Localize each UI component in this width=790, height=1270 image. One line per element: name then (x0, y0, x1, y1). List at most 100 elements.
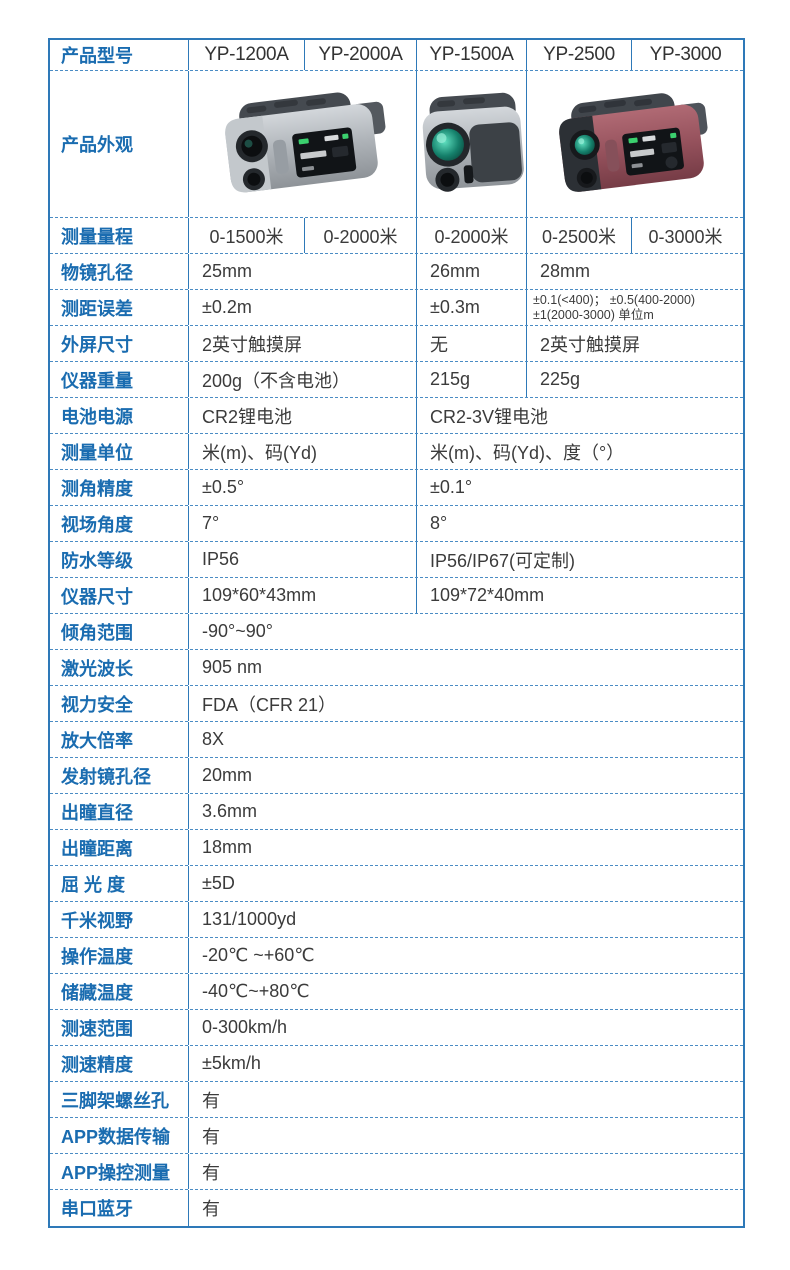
model-yp-3000: YP-3000 (631, 40, 739, 70)
spec-row-label: APP操控测量 (61, 1162, 171, 1183)
spec-value: 200g（不含电池） (188, 362, 416, 397)
spec-value: 8° (416, 506, 739, 541)
rangefinder-silver-front-image (422, 92, 524, 192)
spec-row: 操作温度 -20℃ ~+60℃ (50, 938, 743, 974)
spec-value: ±0.3m (416, 290, 526, 325)
spec-value: 8X (188, 722, 739, 757)
spec-table: 产品型号 YP-1200A YP-2000A YP-1500A YP-2500 … (48, 38, 745, 1228)
spec-value: 米(m)、码(Yd) (188, 434, 416, 469)
spec-value: 有 (188, 1190, 739, 1226)
spec-row-label: 出瞳距离 (61, 838, 133, 859)
spec-row: 串口蓝牙 有 (50, 1190, 743, 1226)
spec-row-label: 放大倍率 (61, 730, 133, 751)
spec-value: 0-2500米 (526, 218, 631, 253)
spec-value: 有 (188, 1118, 739, 1153)
spec-row-label: 操作温度 (61, 946, 133, 967)
spec-value: ±0.5° (188, 470, 416, 505)
spec-row-label: 储藏温度 (61, 982, 133, 1003)
spec-row-label: 电池电源 (61, 406, 133, 427)
spec-row-label: 屈 光 度 (61, 874, 126, 895)
spec-value: IP56/IP67(可定制) (416, 542, 739, 577)
spec-row-label: 测速精度 (61, 1054, 133, 1075)
spec-row: 储藏温度 -40℃~+80℃ (50, 974, 743, 1010)
spec-value: 28mm (526, 254, 739, 289)
spec-value: 0-300km/h (188, 1010, 739, 1045)
appearance-label: 产品外观 (61, 135, 133, 155)
appearance-row: 产品外观 (50, 71, 743, 218)
spec-row: 物镜孔径 25mm 26mm 28mm (50, 254, 743, 290)
spec-rows-container: 测量量程 0-1500米 0-2000米 0-2000米 0-2500米 0-3000米物… (50, 218, 743, 1226)
spec-row: 三脚架螺丝孔有 (50, 1082, 743, 1118)
spec-row-label: 串口蓝牙 (61, 1199, 133, 1219)
spec-value: 215g (416, 362, 526, 397)
spec-row: 测速范围 0-300km/h (50, 1010, 743, 1046)
spec-row-label: 测距误差 (61, 298, 133, 319)
spec-value: 0-3000米 (631, 218, 739, 253)
spec-row: 屈 光 度 ±5D (50, 866, 743, 902)
spec-value: 18mm (188, 830, 739, 865)
spec-value: IP56 (188, 542, 416, 577)
spec-value: ±0.1° (416, 470, 739, 505)
spec-value: 25mm (188, 254, 416, 289)
spec-value: FDA（CFR 21） (188, 686, 739, 721)
spec-row-label: 测量单位 (61, 442, 133, 463)
spec-value: 109*60*43mm (188, 578, 416, 613)
spec-row-label: 测速范围 (61, 1018, 133, 1039)
spec-row: 仪器重量 200g（不含电池） 215g 225g (50, 362, 743, 398)
spec-row-label: 视场角度 (61, 514, 133, 535)
rangefinder-red-angled-image (559, 93, 708, 192)
spec-value: 225g (526, 362, 739, 397)
spec-row-label: 出瞳直径 (61, 802, 133, 823)
spec-row: APP操控测量有 (50, 1154, 743, 1190)
spec-value: 109*72*40mm (416, 578, 739, 613)
spec-row: 倾角范围 -90°~90° (50, 614, 743, 650)
model-yp-1500a: YP-1500A (416, 40, 526, 70)
spec-row: 激光波长 905 nm (50, 650, 743, 686)
header-row: 产品型号 YP-1200A YP-2000A YP-1500A YP-2500 … (50, 40, 743, 71)
spec-row-label: 视力安全 (61, 694, 133, 715)
spec-value: 905 nm (188, 650, 739, 685)
spec-row: 测速精度 ±5km/h (50, 1046, 743, 1082)
spec-value: 2英寸触摸屏 (188, 326, 416, 361)
spec-value: 20mm (188, 758, 739, 793)
spec-row: 放大倍率 8X (50, 722, 743, 758)
spec-row: 测角精度 ±0.5° ±0.1° (50, 470, 743, 506)
spec-row-label: 测量量程 (61, 226, 133, 247)
spec-value: -90°~90° (188, 614, 739, 649)
spec-value: 26mm (416, 254, 526, 289)
spec-value: -20℃ ~+60℃ (188, 938, 739, 973)
appearance-cell-yp1500a (416, 71, 526, 217)
spec-value: ±0.2m (188, 290, 416, 325)
spec-row: 防水等级 IP56 IP56/IP67(可定制) (50, 542, 743, 578)
spec-row: 测量单位 米(m)、码(Yd) 米(m)、码(Yd)、度（°） (50, 434, 743, 470)
spec-value: -40℃~+80℃ (188, 974, 739, 1009)
spec-row-label: 外屏尺寸 (61, 334, 133, 355)
spec-row: 外屏尺寸 2英寸触摸屏无 2英寸触摸屏 (50, 326, 743, 362)
spec-row-label: 三脚架螺丝孔 (61, 1090, 169, 1111)
spec-row-label: 测角精度 (61, 478, 133, 499)
spec-row: 视力安全 FDA（CFR 21） (50, 686, 743, 722)
spec-row: 测量量程 0-1500米 0-2000米 0-2000米 0-2500米 0-3000米 (50, 218, 743, 254)
spec-row-label: 发射镜孔径 (61, 766, 151, 787)
appearance-cell-yp1200a-yp2000a (188, 71, 416, 217)
model-yp-1200a: YP-1200A (188, 40, 304, 70)
spec-value: 3.6mm (188, 794, 739, 829)
spec-value: CR2-3V锂电池 (416, 398, 739, 433)
spec-row: 出瞳距离 18mm (50, 830, 743, 866)
model-yp-2000a: YP-2000A (304, 40, 416, 70)
spec-value: 0-1500米 (188, 218, 304, 253)
spec-row-label: 仪器重量 (61, 370, 133, 391)
header-label: 产品型号 (61, 46, 133, 66)
spec-row: 出瞳直径 3.6mm (50, 794, 743, 830)
spec-row-label: 激光波长 (61, 658, 133, 679)
spec-row: 发射镜孔径 20mm (50, 758, 743, 794)
spec-row: 视场角度 7° 8° (50, 506, 743, 542)
spec-value: 0-2000米 (416, 218, 526, 253)
spec-row: 测距误差 ±0.2m ±0.3m ±0.1(<400)； ±0.5(400-2000)… (50, 290, 743, 326)
spec-value: 2英寸触摸屏 (526, 326, 739, 361)
spec-row: 电池电源 CR2锂电池 CR2-3V锂电池 (50, 398, 743, 434)
spec-row: 千米视野 131/1000yd (50, 902, 743, 938)
spec-row-label: 物镜孔径 (61, 262, 133, 283)
spec-value: 7° (188, 506, 416, 541)
spec-value: ±0.1(<400)； ±0.5(400-2000) ±1(2000-3000)… (526, 290, 739, 325)
